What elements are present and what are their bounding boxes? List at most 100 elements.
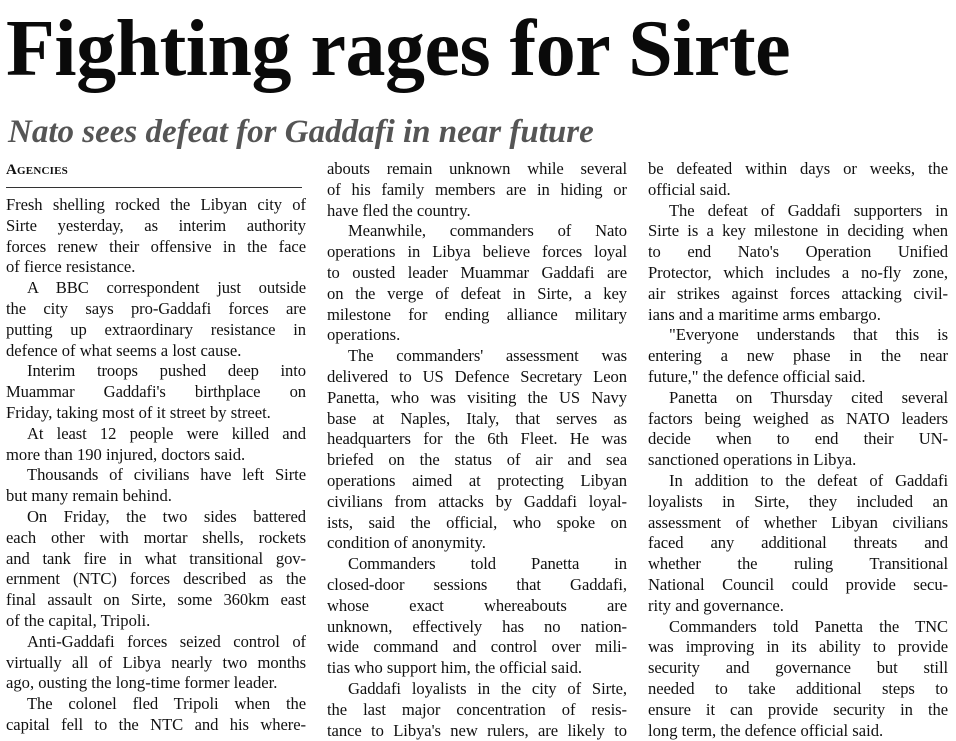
text-line: delivered to US Defence Secretary Leon <box>327 366 627 386</box>
paragraph: Commanders told Panetta in closed-door se… <box>327 554 627 679</box>
paragraph: Fresh shelling rocked the Libyan city of… <box>6 195 306 278</box>
text-line: tias who support him, the official said. <box>327 658 583 678</box>
text-line: Sirte yesterday, as interim authority <box>6 215 306 235</box>
text-line: ernment (NTC) forces described as the <box>6 569 306 589</box>
text-line: be defeated within days or weeks, the <box>648 159 948 178</box>
text-line: Panetta, who was visiting the US Navy <box>327 387 627 407</box>
text-line: defence of what seems a lost cause. <box>6 340 242 360</box>
text-line: headquarters for the 6th Fleet. He was <box>327 429 627 449</box>
text-line: official said. <box>648 179 731 199</box>
text-line: abouts remain unknown while several <box>327 159 627 178</box>
text-line: the city says pro-Gaddafi forces are <box>6 298 306 318</box>
text-line: whose exact whereabouts are <box>327 595 627 615</box>
text-line: decide when to end their UN- <box>648 429 948 449</box>
text-line: loyalists in Sirte, they included an <box>648 491 948 511</box>
paragraph: Meanwhile, commanders of Nato operations … <box>327 221 627 346</box>
text-line: Sirte is a key milestone in deciding whe… <box>648 221 948 241</box>
headline: Fighting rages for Sirte <box>6 5 791 93</box>
text-line: In addition to the defeat of Gaddafi <box>669 470 948 490</box>
text-line: final assault on Sirte, some 360km east <box>6 590 306 610</box>
text-line: the last major concentration of resis- <box>327 699 627 719</box>
text-line: of his family members are in hiding or <box>327 179 627 199</box>
text-line: Thousands of civilians have left Sirte <box>27 465 306 485</box>
paragraph: Anti-Gaddafi forces seized control of vir… <box>6 632 306 694</box>
text-line: The colonel fled Tripoli when the <box>27 694 306 714</box>
text-line: Muammar Gaddafi's birthplace on <box>6 382 306 402</box>
text-line: operations. <box>327 325 401 345</box>
paragraph: Commanders told Panetta the TNC was impro… <box>648 617 948 741</box>
text-line: Commanders told Panetta in <box>348 554 627 574</box>
text-line: briefed on the status of air and sea <box>327 450 627 470</box>
text-line: entering a new phase in the near <box>648 346 948 366</box>
text-line: of the capital, Tripoli. <box>6 610 151 630</box>
text-line: more than 190 injured, doctors said. <box>6 444 246 464</box>
text-line: each other with mortar shells, rockets <box>6 527 306 547</box>
text-line: condition of anonymity. <box>327 533 486 553</box>
paragraph: Thousands of civilians have left Sirte bu… <box>6 465 306 507</box>
text-line: have fled the country. <box>327 200 471 220</box>
text-line: Panetta on Thursday cited several <box>669 387 948 407</box>
text-line: but many remain behind. <box>6 486 172 506</box>
text-line: ists, said the official, who spoke on <box>327 512 627 532</box>
paragraph: Gaddafi loyalists in the city of Sirte, t… <box>327 679 627 741</box>
text-line: faced any additional threats and <box>648 533 948 553</box>
text-line: factors being weighed as NATO leaders <box>648 408 948 428</box>
paragraph: The commanders' assessment was delivered … <box>327 346 627 554</box>
text-line: was improving in its ability to provide <box>648 637 948 657</box>
paragraph: At least 12 people were killed and more t… <box>6 424 306 466</box>
text-line: Commanders told Panetta the TNC <box>669 616 948 636</box>
paragraph: A BBC correspondent just outside the city… <box>6 278 306 361</box>
text-line: security and governance but still <box>648 658 948 678</box>
text-line: virtually all of Libya nearly two months <box>6 652 306 672</box>
text-line: ago, ousting the long-time former leader… <box>6 673 278 693</box>
text-line: The commanders' assessment was <box>348 346 627 366</box>
paragraph: The colonel fled Tripoli when the capital… <box>6 694 306 736</box>
text-line: At least 12 people were killed and <box>27 423 306 443</box>
paragraph: The defeat of Gaddafi supporters in Sirte… <box>648 201 948 326</box>
text-line: needed to take additional steps to <box>648 678 948 698</box>
text-line: unknown, effectively has no nation- <box>327 616 627 636</box>
text-line: ians and a maritime arms embargo. <box>648 304 881 324</box>
text-line: and tank fire in what transitional gov- <box>6 548 306 568</box>
text-line: National Council could provide secu- <box>648 574 948 594</box>
text-line: Gaddafi loyalists in the city of Sirte, <box>348 678 627 698</box>
text-line: operations aimed at protecting Libyan <box>327 470 627 490</box>
text-line: to ousted leader Muammar Gaddafi are <box>327 262 627 282</box>
text-line: air strikes against forces attacking civ… <box>648 283 948 303</box>
text-line: The defeat of Gaddafi supporters in <box>669 200 948 220</box>
text-line: on the verge of defeat in Sirte, a key <box>327 283 627 303</box>
text-line: operations in Libya believe forces loyal <box>327 242 627 262</box>
text-line: rity and governance. <box>648 595 784 615</box>
text-line: milestone for ending alliance military <box>327 304 627 324</box>
text-line: closed-door sessions that Gaddafi, <box>327 574 627 594</box>
text-line: capital fell to the NTC and his where- <box>6 714 306 734</box>
paragraph: "Everyone understands that this is enteri… <box>648 325 948 387</box>
text-line: ensure it can provide security in the <box>648 699 948 719</box>
text-line: A BBC correspondent just outside <box>27 278 306 298</box>
text-line: Protector, which includes a no-fly zone, <box>648 262 948 282</box>
text-line: wide command and control over mili- <box>327 637 627 657</box>
paragraph: On Friday, the two sides battered each ot… <box>6 507 306 632</box>
byline: Agencies <box>6 162 68 178</box>
text-line: Interim troops pushed deep into <box>27 361 306 381</box>
text-line: Fresh shelling rocked the Libyan city of <box>6 195 306 214</box>
paragraph: abouts remain unknown while several of hi… <box>327 159 627 221</box>
text-line: future," the defence official said. <box>648 366 866 386</box>
text-line: On Friday, the two sides battered <box>27 506 306 526</box>
text-line: of fierce resistance. <box>6 257 136 277</box>
text-line: to end Nato's Operation Unified <box>648 242 948 262</box>
byline-divider <box>6 187 302 188</box>
text-line: long term, the defence official said. <box>648 720 884 740</box>
text-line: assessment of whether Libyan civilians <box>648 512 948 532</box>
text-line: forces renew their offensive in the face <box>6 236 306 256</box>
paragraph: In addition to the defeat of Gaddafi loya… <box>648 471 948 617</box>
text-line: Anti-Gaddafi forces seized control of <box>27 631 306 651</box>
paragraph: Panetta on Thursday cited several factors… <box>648 388 948 471</box>
text-line: sanctioned operations in Libya. <box>648 450 857 470</box>
paragraph: Interim troops pushed deep into Muammar G… <box>6 361 306 423</box>
text-line: whether the ruling Transitional <box>648 554 948 574</box>
paragraph: be defeated within days or weeks, the off… <box>648 159 948 201</box>
subheadline: Nato sees defeat for Gaddafi in near fut… <box>8 114 594 150</box>
text-line: civilians from attacks by Gaddafi loyal- <box>327 491 627 511</box>
text-line: Meanwhile, commanders of Nato <box>348 221 627 241</box>
